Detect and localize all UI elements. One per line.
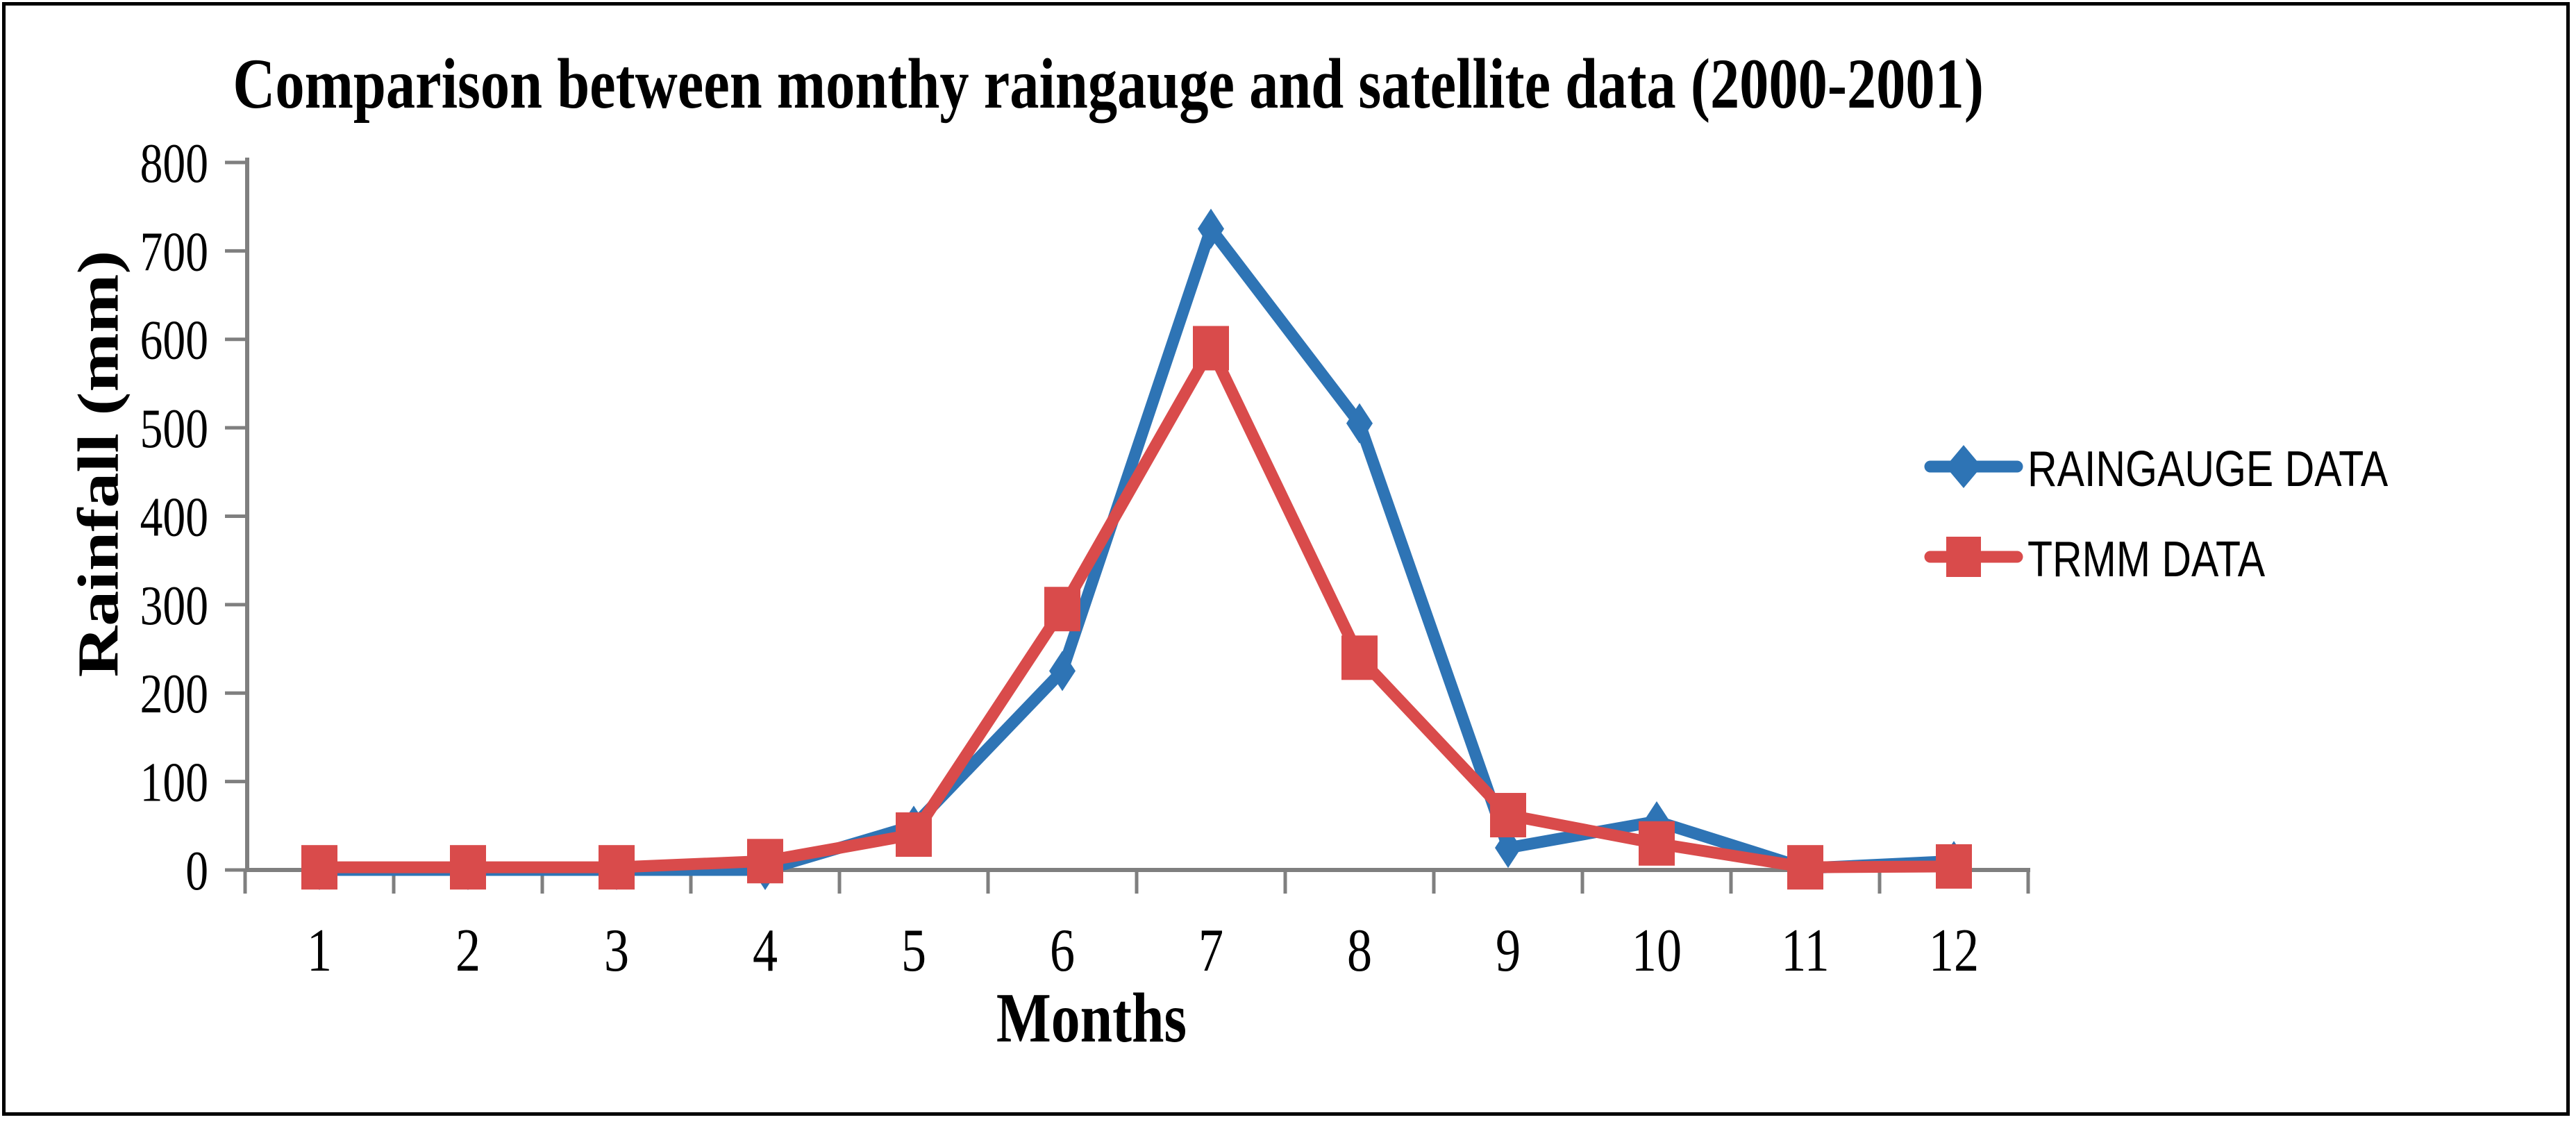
series-marker-diamond [1198, 208, 1224, 249]
y-tick-label: 300 [140, 575, 208, 637]
legend-label: TRMM DATA [2027, 530, 2265, 587]
axes [225, 158, 2030, 894]
series-marker-square [1193, 326, 1229, 371]
y-tick-label: 0 [185, 840, 208, 902]
x-tick-label: 11 [1781, 916, 1829, 984]
series-marker-square [1639, 821, 1675, 866]
x-tick-label: 10 [1632, 916, 1682, 984]
x-tick-label: 7 [1198, 916, 1223, 984]
y-tick-label: 400 [140, 486, 208, 548]
legend-swatch-marker-diamond [1946, 445, 1982, 488]
y-axis-title: Rainfall (mm) [67, 251, 131, 678]
series-marker-square [1341, 635, 1378, 680]
x-tick-label: 3 [604, 916, 629, 984]
x-axis-title: Months [996, 979, 1187, 1057]
legend-label: RAINGAUGE DATA [2027, 440, 2388, 496]
y-tick-labels: 0 100 200 300 400 500 600 700 800 [140, 133, 208, 902]
series-marker-square [747, 839, 783, 884]
x-tick-label: 9 [1496, 916, 1521, 984]
series-marker-square [1787, 845, 1823, 890]
series-marker-square [896, 812, 932, 857]
x-tick-label: 8 [1347, 916, 1372, 984]
x-tick-labels: 1 2 3 4 5 6 7 8 9 10 11 12 [307, 916, 1979, 984]
legend-labels: RAINGAUGE DATA TRMM DATA [2027, 440, 2388, 587]
y-tick-label: 600 [140, 310, 208, 371]
text-layer: Comparison between monthy raingauge and … [67, 44, 2388, 1057]
series-line [313, 223, 1960, 876]
series-marker-square [1490, 793, 1526, 838]
series-line [313, 342, 1960, 873]
series-marker-diamond [1346, 403, 1373, 444]
series-marker-square [599, 845, 635, 890]
series-marker-square [1044, 587, 1080, 632]
y-tick-label: 800 [140, 133, 208, 194]
series-marker-square [301, 845, 337, 890]
series-marker-square [1936, 844, 1972, 889]
legend-swatch-marker-square [1946, 537, 1981, 577]
x-tick-label: 12 [1929, 916, 1979, 984]
y-tick-label: 500 [140, 398, 208, 460]
x-tick-label: 5 [901, 916, 926, 984]
legend-swatches [1924, 445, 2023, 577]
x-tick-label: 4 [753, 916, 778, 984]
chart-title: Comparison between monthy raingauge and … [233, 44, 1984, 124]
series-marker-diamond [1049, 651, 1076, 692]
data-series [301, 208, 1972, 890]
y-tick-label: 100 [140, 752, 208, 814]
y-tick-label: 700 [140, 221, 208, 283]
x-tick-label: 1 [307, 916, 332, 984]
y-tick-label: 200 [140, 663, 208, 725]
series-marker-square [450, 845, 486, 890]
x-tick-label: 6 [1050, 916, 1075, 984]
series-raingauge-data [306, 208, 1967, 890]
x-tick-label: 2 [455, 916, 480, 984]
series-trmm-data [301, 326, 1972, 890]
series-marker-diamond [1495, 828, 1521, 869]
